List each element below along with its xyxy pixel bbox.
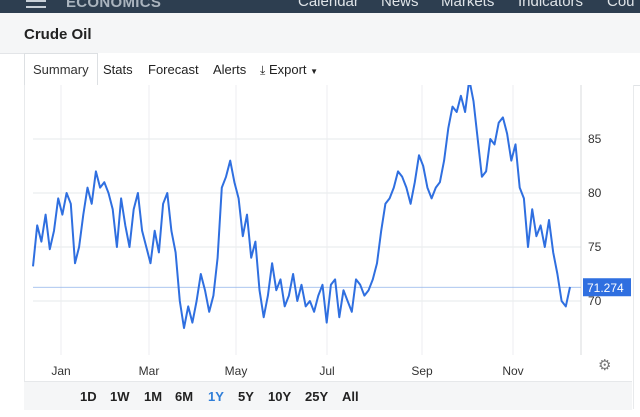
y-tick-label: 75 — [588, 240, 602, 254]
range-6m[interactable]: 6M — [175, 389, 194, 404]
price-chart[interactable]: 70 75 80 85 Jan Mar May Jul Sep Nov 71.274 — [25, 85, 633, 381]
page-title: Crude Oil — [24, 26, 92, 43]
download-icon: ⤓ — [260, 63, 266, 77]
range-selector: 1D 1W 1M 6M 1Y 5Y 10Y 25Y All — [24, 381, 632, 410]
x-tick-label: Jan — [51, 364, 70, 378]
x-tick-label: Nov — [502, 364, 523, 378]
nav-calendar[interactable]: Calendar — [298, 0, 359, 10]
tab-forecast[interactable]: Forecast — [148, 62, 199, 77]
top-navbar: ECONOMICS Calendar News Markets Indicato… — [0, 0, 640, 13]
x-tick-label: May — [225, 364, 248, 378]
export-label: Export — [268, 62, 307, 77]
gear-icon[interactable]: ⚙ — [598, 357, 612, 374]
tab-stats[interactable]: Stats — [103, 62, 133, 77]
nav-markets[interactable]: Markets — [441, 0, 495, 10]
x-tick-label: Sep — [411, 364, 433, 378]
range-25y[interactable]: 25Y — [305, 389, 329, 404]
tab-summary[interactable]: Summary — [24, 53, 98, 86]
caret-down-icon: ▼ — [310, 67, 319, 76]
tab-bar: Summary Stats Forecast Alerts ⤓ Export ▼ — [24, 53, 640, 86]
nav-indicators[interactable]: Indicators — [518, 0, 584, 10]
crude-oil-series-line — [32, 85, 571, 329]
nav-countries[interactable]: Cou — [607, 0, 635, 10]
range-10y[interactable]: 10Y — [268, 389, 292, 404]
range-5y[interactable]: 5Y — [238, 389, 254, 404]
title-bar: Crude Oil — [0, 13, 640, 54]
x-tick-label: Mar — [139, 364, 160, 378]
nav-news[interactable]: News — [381, 0, 419, 10]
y-tick-label: 85 — [588, 132, 602, 146]
tab-export[interactable]: ⤓ Export ▼ — [260, 62, 318, 78]
brand-logo[interactable]: ECONOMICS — [66, 0, 162, 11]
range-1d[interactable]: 1D — [80, 389, 97, 404]
y-tick-label: 80 — [588, 186, 602, 200]
range-all[interactable]: All — [342, 389, 359, 404]
tab-alerts[interactable]: Alerts — [213, 62, 247, 77]
hamburger-menu-icon[interactable] — [26, 0, 46, 8]
current-value-badge — [583, 278, 631, 297]
current-value-label: 71.274 — [587, 281, 624, 295]
y-tick-label: 70 — [588, 294, 602, 308]
range-1m[interactable]: 1M — [144, 389, 163, 404]
chart-panel: 70 75 80 85 Jan Mar May Jul Sep Nov 71.274 — [24, 85, 634, 409]
x-tick-label: Jul — [319, 364, 334, 378]
range-1w[interactable]: 1W — [110, 389, 130, 404]
range-1y[interactable]: 1Y — [208, 389, 224, 404]
